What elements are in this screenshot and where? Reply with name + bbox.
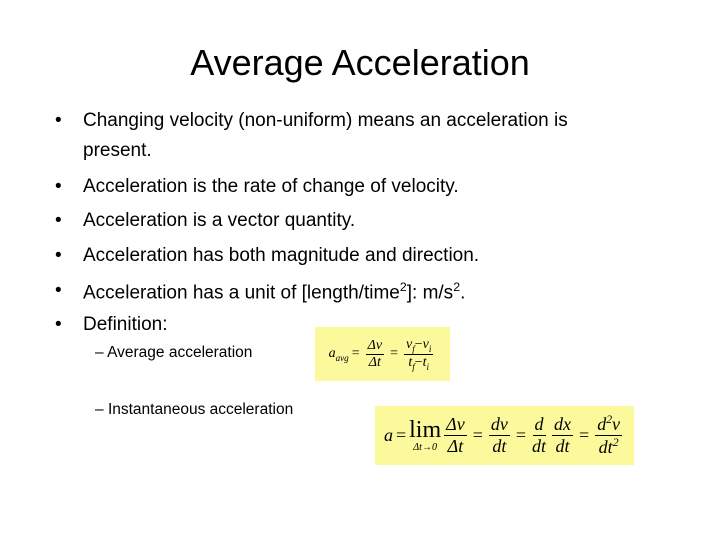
text-segment: ]: m/s <box>406 282 454 304</box>
bullet-symbol: • <box>55 176 62 197</box>
formula-text: d <box>532 414 546 436</box>
fraction: dx dt <box>552 414 574 457</box>
formula-text: dt <box>492 436 507 456</box>
formula-text: dt <box>555 436 570 456</box>
formula-text: v <box>612 414 621 434</box>
formula-text: t <box>408 354 413 370</box>
formula-text: f <box>412 361 415 372</box>
text-segment: Changing velocity (non-uniform) means an… <box>83 110 568 131</box>
formula-text: dt <box>532 436 547 456</box>
bullet-symbol: • <box>55 280 62 301</box>
fraction: dv dt <box>488 414 510 457</box>
formula-text: Δt <box>368 354 381 370</box>
formula-text: i <box>426 361 430 372</box>
bullet-symbol: • <box>55 110 62 131</box>
sub-item: – Average acceleration <box>95 344 252 362</box>
fraction: Δv Δt <box>444 414 467 457</box>
formula-text: d <box>597 414 607 434</box>
f-text: = <box>579 425 590 445</box>
formula-text: Δv <box>365 337 385 355</box>
fraction: d dt <box>532 414 546 457</box>
text-segment: Acceleration is a vector quantity. <box>83 210 356 231</box>
bullet-symbol: • <box>55 245 62 266</box>
slide-title: Average Acceleration <box>190 42 530 83</box>
f-text: = <box>472 425 483 445</box>
sub-item: – Instantaneous acceleration <box>95 401 293 419</box>
formula-text: Δv <box>444 414 467 436</box>
bullet-text: Definition: <box>83 314 168 336</box>
formula-text: lim <box>409 417 442 443</box>
f-text: a <box>383 425 393 445</box>
bullet-text: Acceleration has both magnitude and dire… <box>83 245 479 267</box>
formula-text: 2 <box>612 436 619 449</box>
text-segment: . <box>460 282 466 304</box>
formula-text: 2 <box>606 413 613 426</box>
formula-text: i <box>428 343 432 354</box>
text-segment: Acceleration has a unit of [length/time <box>83 282 400 304</box>
text-segment: 2 <box>453 280 461 294</box>
text-segment: 2 <box>399 280 407 294</box>
sub-label: Instantaneous acceleration <box>107 401 294 418</box>
text-segment: Definition: <box>83 314 168 335</box>
f-text: aavg <box>329 346 349 363</box>
formula-text: v <box>405 336 413 352</box>
f-text: = <box>395 425 407 445</box>
formula-text: − <box>414 336 423 352</box>
bullet-symbol: • <box>55 210 62 231</box>
formula-text: Δt <box>447 436 464 456</box>
formula-text: − <box>414 354 423 370</box>
formula-text: v <box>422 336 429 352</box>
bullet-text: Acceleration has a unit of [length/time2… <box>83 280 465 304</box>
formula-average: aavg = Δv Δt = vf−vi tf−ti <box>315 327 450 381</box>
f-text: = <box>390 346 398 361</box>
limit: lim Δt→0 <box>409 418 441 453</box>
formula-text: dv <box>488 414 510 436</box>
formula-instantaneous: a = lim Δt→0 Δv Δt = dv dt = d dt dx dt = d2v… <box>375 406 634 465</box>
text-segment: Acceleration is the rate of change of ve… <box>83 176 459 197</box>
f-text: = <box>351 346 360 361</box>
f-text: = <box>515 425 527 445</box>
dash: – <box>95 401 104 418</box>
bullet-symbol: • <box>55 314 62 335</box>
formula-text: Δt→0 <box>413 442 437 453</box>
bullet-text: Acceleration is a vector quantity. <box>83 210 355 232</box>
fraction: d2v dt2 <box>595 413 623 458</box>
bullet-text: present. <box>83 140 152 161</box>
dash: – <box>95 344 104 361</box>
formula-text: dt <box>598 437 613 457</box>
fraction: vf−vi tf−ti <box>403 336 434 372</box>
formula-text: avg <box>335 352 349 363</box>
formula-text: f <box>412 343 415 354</box>
text-segment: Acceleration has both magnitude and dire… <box>83 245 480 266</box>
bullet-text: Changing velocity (non-uniform) means an… <box>83 110 568 132</box>
formula-text: dx <box>552 414 574 436</box>
formula-text: a <box>328 345 336 361</box>
bullet-text: Acceleration is the rate of change of ve… <box>83 176 459 198</box>
sub-label: Average acceleration <box>107 344 253 361</box>
fraction: Δv Δt <box>365 337 385 371</box>
formula-text: t <box>422 354 427 370</box>
